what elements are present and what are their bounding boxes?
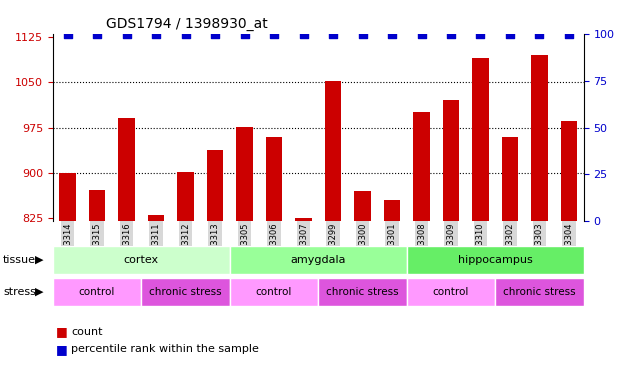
Text: ■: ■ [56,326,68,338]
Bar [237,128,253,221]
Point [328,31,338,37]
Point [476,31,486,37]
Bar [407,278,496,306]
Text: control: control [79,286,116,297]
Bar [407,246,584,274]
Bar [266,136,282,221]
Bar [325,81,341,221]
Point [358,31,368,37]
Point [240,31,250,37]
Point [535,31,545,37]
Point [63,31,73,37]
Point [417,31,427,37]
Point [505,31,515,37]
Text: stress: stress [3,286,36,297]
Text: chronic stress: chronic stress [149,286,222,297]
Point [387,31,397,37]
Bar [230,278,319,306]
Text: chronic stress: chronic stress [503,286,576,297]
Bar [207,150,223,221]
Point [122,31,132,37]
Point [210,31,220,37]
Point [299,31,309,37]
Text: count: count [71,327,103,337]
Point [269,31,279,37]
Text: tissue: tissue [3,255,36,265]
Bar [414,112,430,221]
Point [446,31,456,37]
Bar [89,190,105,221]
Text: ▶: ▶ [35,286,43,297]
Bar [384,200,400,221]
Bar [296,218,312,221]
Text: chronic stress: chronic stress [326,286,399,297]
Point [92,31,102,37]
Bar [53,246,230,274]
Text: cortex: cortex [124,255,159,265]
Bar [319,278,407,306]
Point [151,31,161,37]
Point [181,31,191,37]
Text: control: control [256,286,292,297]
Text: percentile rank within the sample: percentile rank within the sample [71,345,260,354]
Text: hippocampus: hippocampus [458,255,533,265]
Text: ▶: ▶ [35,255,43,265]
Bar [60,173,76,221]
Bar [148,215,164,221]
Bar [53,278,142,306]
Bar [502,136,518,221]
Bar [496,278,584,306]
Bar [443,100,459,221]
Bar [178,172,194,221]
Bar [561,122,577,221]
Text: ■: ■ [56,343,68,356]
Text: control: control [433,286,469,297]
Bar [142,278,230,306]
Text: amygdala: amygdala [291,255,346,265]
Bar [473,58,489,221]
Bar [532,55,548,221]
Bar [230,246,407,274]
Point [564,31,574,37]
Bar [119,118,135,221]
Bar [355,191,371,221]
Text: GDS1794 / 1398930_at: GDS1794 / 1398930_at [106,17,268,32]
